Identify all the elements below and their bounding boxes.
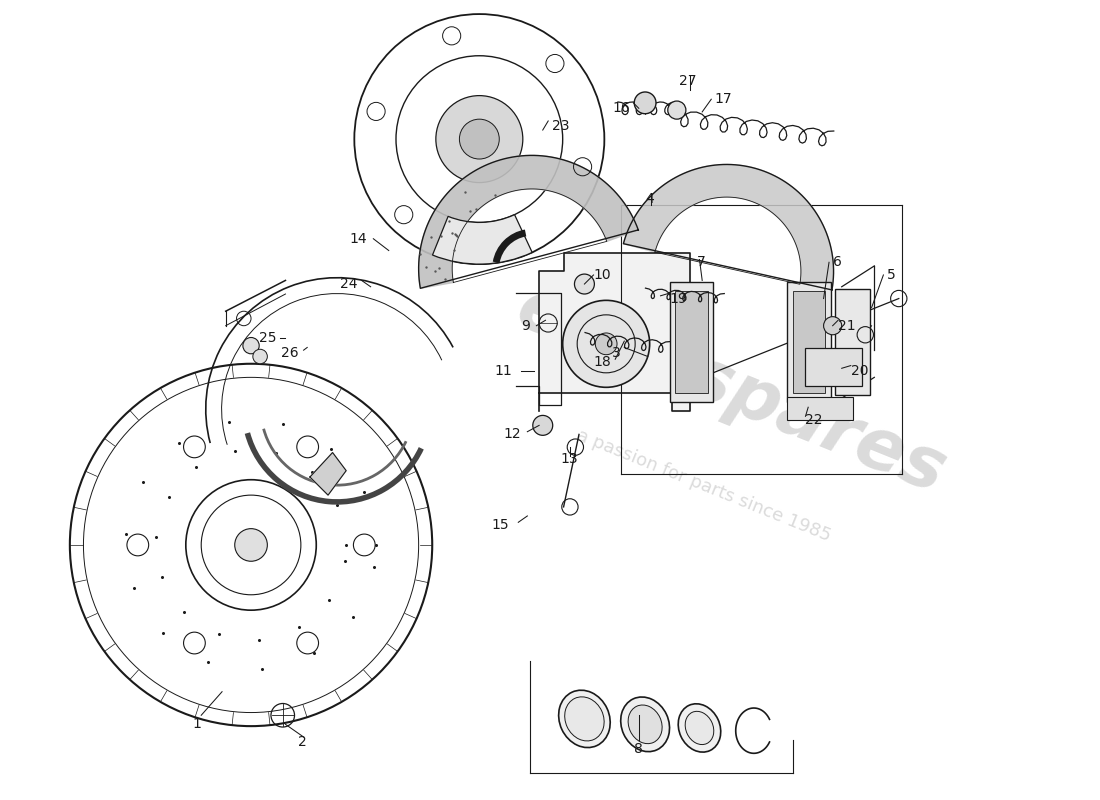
Ellipse shape <box>620 697 670 752</box>
Circle shape <box>595 333 617 354</box>
Text: 10: 10 <box>594 268 612 282</box>
Circle shape <box>574 274 594 294</box>
Text: 25: 25 <box>258 331 276 346</box>
Bar <box>788 282 831 402</box>
Bar <box>788 398 853 420</box>
Text: 27: 27 <box>679 74 696 88</box>
Text: 3: 3 <box>612 346 620 360</box>
Text: 15: 15 <box>492 518 509 532</box>
Text: 9: 9 <box>521 318 530 333</box>
Bar <box>675 291 707 393</box>
Circle shape <box>253 350 267 364</box>
Bar <box>793 291 825 393</box>
Circle shape <box>824 317 842 334</box>
Text: 24: 24 <box>340 277 358 291</box>
Ellipse shape <box>685 711 714 745</box>
Bar <box>670 282 713 402</box>
Circle shape <box>532 415 552 435</box>
Text: 20: 20 <box>850 364 868 378</box>
Text: 19: 19 <box>670 291 688 306</box>
Text: a passion for parts since 1985: a passion for parts since 1985 <box>574 426 834 546</box>
Text: 22: 22 <box>805 413 823 427</box>
Wedge shape <box>432 214 532 264</box>
Circle shape <box>460 119 499 159</box>
Text: 8: 8 <box>635 742 643 756</box>
Text: 18: 18 <box>594 355 612 369</box>
Text: 1: 1 <box>192 718 201 731</box>
Ellipse shape <box>628 705 662 744</box>
Text: 16: 16 <box>612 102 629 115</box>
Text: 2: 2 <box>298 735 307 750</box>
Polygon shape <box>419 155 638 288</box>
Circle shape <box>563 300 650 387</box>
Text: 12: 12 <box>504 427 521 442</box>
Text: 17: 17 <box>715 92 733 106</box>
Circle shape <box>243 338 260 354</box>
Text: 14: 14 <box>350 232 367 246</box>
Text: 26: 26 <box>280 346 298 360</box>
Circle shape <box>436 96 522 182</box>
Polygon shape <box>310 453 346 495</box>
Text: 11: 11 <box>494 364 512 378</box>
Bar <box>835 289 870 395</box>
Circle shape <box>635 92 656 114</box>
Bar <box>805 348 861 386</box>
Text: 5: 5 <box>887 268 895 282</box>
Text: 23: 23 <box>552 119 570 134</box>
Text: 21: 21 <box>838 318 856 333</box>
Text: 6: 6 <box>833 255 842 270</box>
Text: 13: 13 <box>561 452 579 466</box>
Circle shape <box>668 101 686 119</box>
Ellipse shape <box>564 697 604 741</box>
Ellipse shape <box>559 690 610 747</box>
Ellipse shape <box>679 704 721 752</box>
Polygon shape <box>624 165 834 290</box>
Text: 7: 7 <box>696 255 705 270</box>
Text: 4: 4 <box>645 192 653 206</box>
Circle shape <box>234 529 267 562</box>
Text: eurospares: eurospares <box>506 274 956 509</box>
Polygon shape <box>539 254 691 411</box>
